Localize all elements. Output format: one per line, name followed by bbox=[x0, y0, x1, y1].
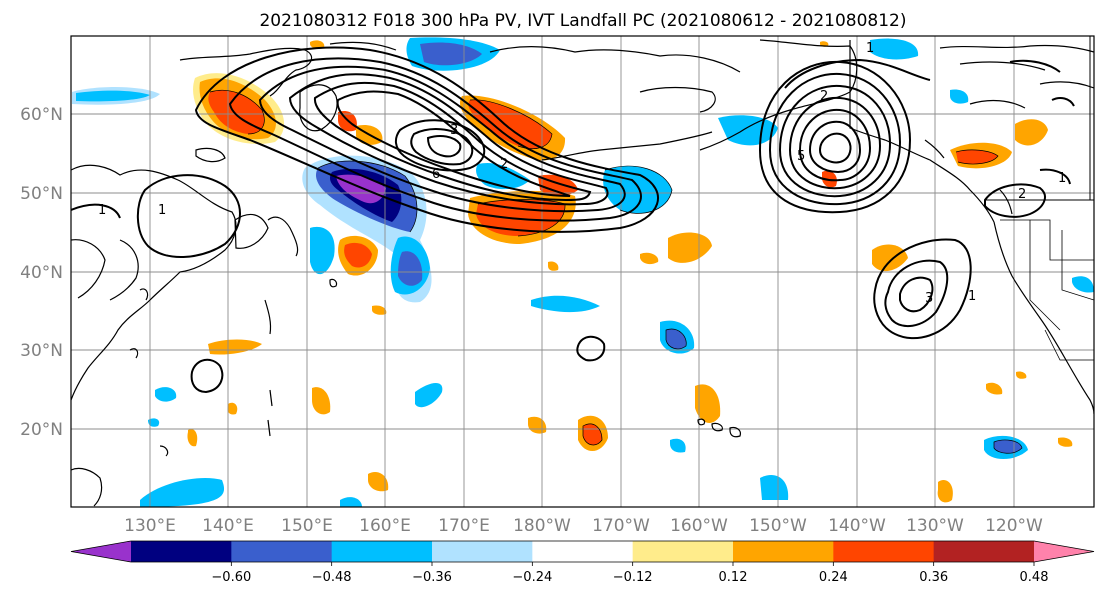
contour-labels: 3 6 2 2 5 1 3 1 1 1 1 2 bbox=[98, 41, 1066, 306]
contour-label: 3 bbox=[450, 123, 458, 138]
colorbar-box bbox=[532, 541, 634, 562]
contour-label: 1 bbox=[1058, 171, 1066, 186]
colorbar-tick-label: −0.12 bbox=[613, 570, 653, 585]
colorbar-outline bbox=[70, 540, 1095, 563]
lon-label: 120°W bbox=[985, 516, 1043, 536]
lat-label: 20°N bbox=[20, 420, 63, 440]
shading-layer bbox=[72, 37, 1094, 507]
colorbar-tick-label: −0.24 bbox=[512, 570, 552, 585]
colorbar-tick-label: −0.36 bbox=[412, 570, 452, 585]
colorbar-extend-min bbox=[71, 541, 131, 562]
lon-label: 160°E bbox=[359, 516, 411, 536]
longitude-labels: 130°E 140°E 150°E 160°E 170°E 180°W 170°… bbox=[124, 516, 1043, 536]
contour-label: 1 bbox=[98, 203, 106, 218]
map-panel: 3 6 2 2 5 1 3 1 1 1 1 2 bbox=[71, 36, 1094, 507]
colorbar-tick-label: 0.24 bbox=[819, 570, 848, 585]
contour-label: 5 bbox=[797, 149, 805, 164]
contour-label: 1 bbox=[968, 289, 976, 304]
colorbar-box bbox=[432, 541, 533, 562]
colorbar-box bbox=[833, 541, 935, 562]
coastlines bbox=[71, 36, 1094, 507]
contour-label: 2 bbox=[820, 89, 828, 104]
colorbar-tick-label: 0.12 bbox=[719, 570, 748, 585]
latitude-labels: 60°N 50°N 40°N 30°N 20°N bbox=[20, 105, 63, 440]
lon-label: 170°W bbox=[592, 516, 650, 536]
colorbar-box bbox=[933, 541, 1035, 562]
graticule bbox=[71, 36, 1094, 507]
colorbar-tick-label: 0.36 bbox=[919, 570, 948, 585]
lat-label: 50°N bbox=[20, 184, 63, 204]
colorbar-box bbox=[131, 541, 232, 562]
colorbar-extend-max bbox=[1034, 541, 1094, 562]
colorbar: −0.60 −0.48 −0.36 −0.24 −0.12 0.12 0.24 0.36 0.4… bbox=[70, 540, 1095, 585]
lon-label: 140°E bbox=[202, 516, 254, 536]
colorbar-tick-label: −0.48 bbox=[312, 570, 352, 585]
lon-label: 180°W bbox=[513, 516, 571, 536]
lon-label: 170°E bbox=[438, 516, 490, 536]
lat-label: 60°N bbox=[20, 105, 63, 125]
colorbar-box bbox=[733, 541, 834, 562]
colorbar-box bbox=[231, 541, 333, 562]
lat-label: 30°N bbox=[20, 341, 63, 361]
lon-label: 130°E bbox=[124, 516, 176, 536]
contour-lines bbox=[71, 46, 1075, 394]
lon-label: 150°E bbox=[281, 516, 333, 536]
colorbar-tick-label: 0.48 bbox=[1020, 570, 1049, 585]
contour-label: 2 bbox=[500, 157, 508, 172]
colorbar-box bbox=[331, 541, 433, 562]
anomaly-outlines bbox=[209, 89, 1023, 454]
lon-label: 150°W bbox=[749, 516, 807, 536]
lon-label: 130°W bbox=[906, 516, 964, 536]
contour-label: 6 bbox=[432, 167, 440, 182]
contour-label: 1 bbox=[158, 203, 166, 218]
lon-label: 140°W bbox=[828, 516, 886, 536]
map-frame bbox=[70, 35, 1095, 508]
lon-label: 160°W bbox=[670, 516, 728, 536]
contour-label: 2 bbox=[1018, 187, 1026, 202]
colorbar-box bbox=[632, 541, 734, 562]
lat-label: 40°N bbox=[20, 263, 63, 283]
contour-label: 1 bbox=[866, 41, 874, 56]
contour-label: 3 bbox=[925, 291, 933, 306]
map-title: 2021080312 F018 300 hPa PV, IVT Landfall… bbox=[259, 11, 906, 31]
colorbar-tick-label: −0.60 bbox=[211, 570, 251, 585]
